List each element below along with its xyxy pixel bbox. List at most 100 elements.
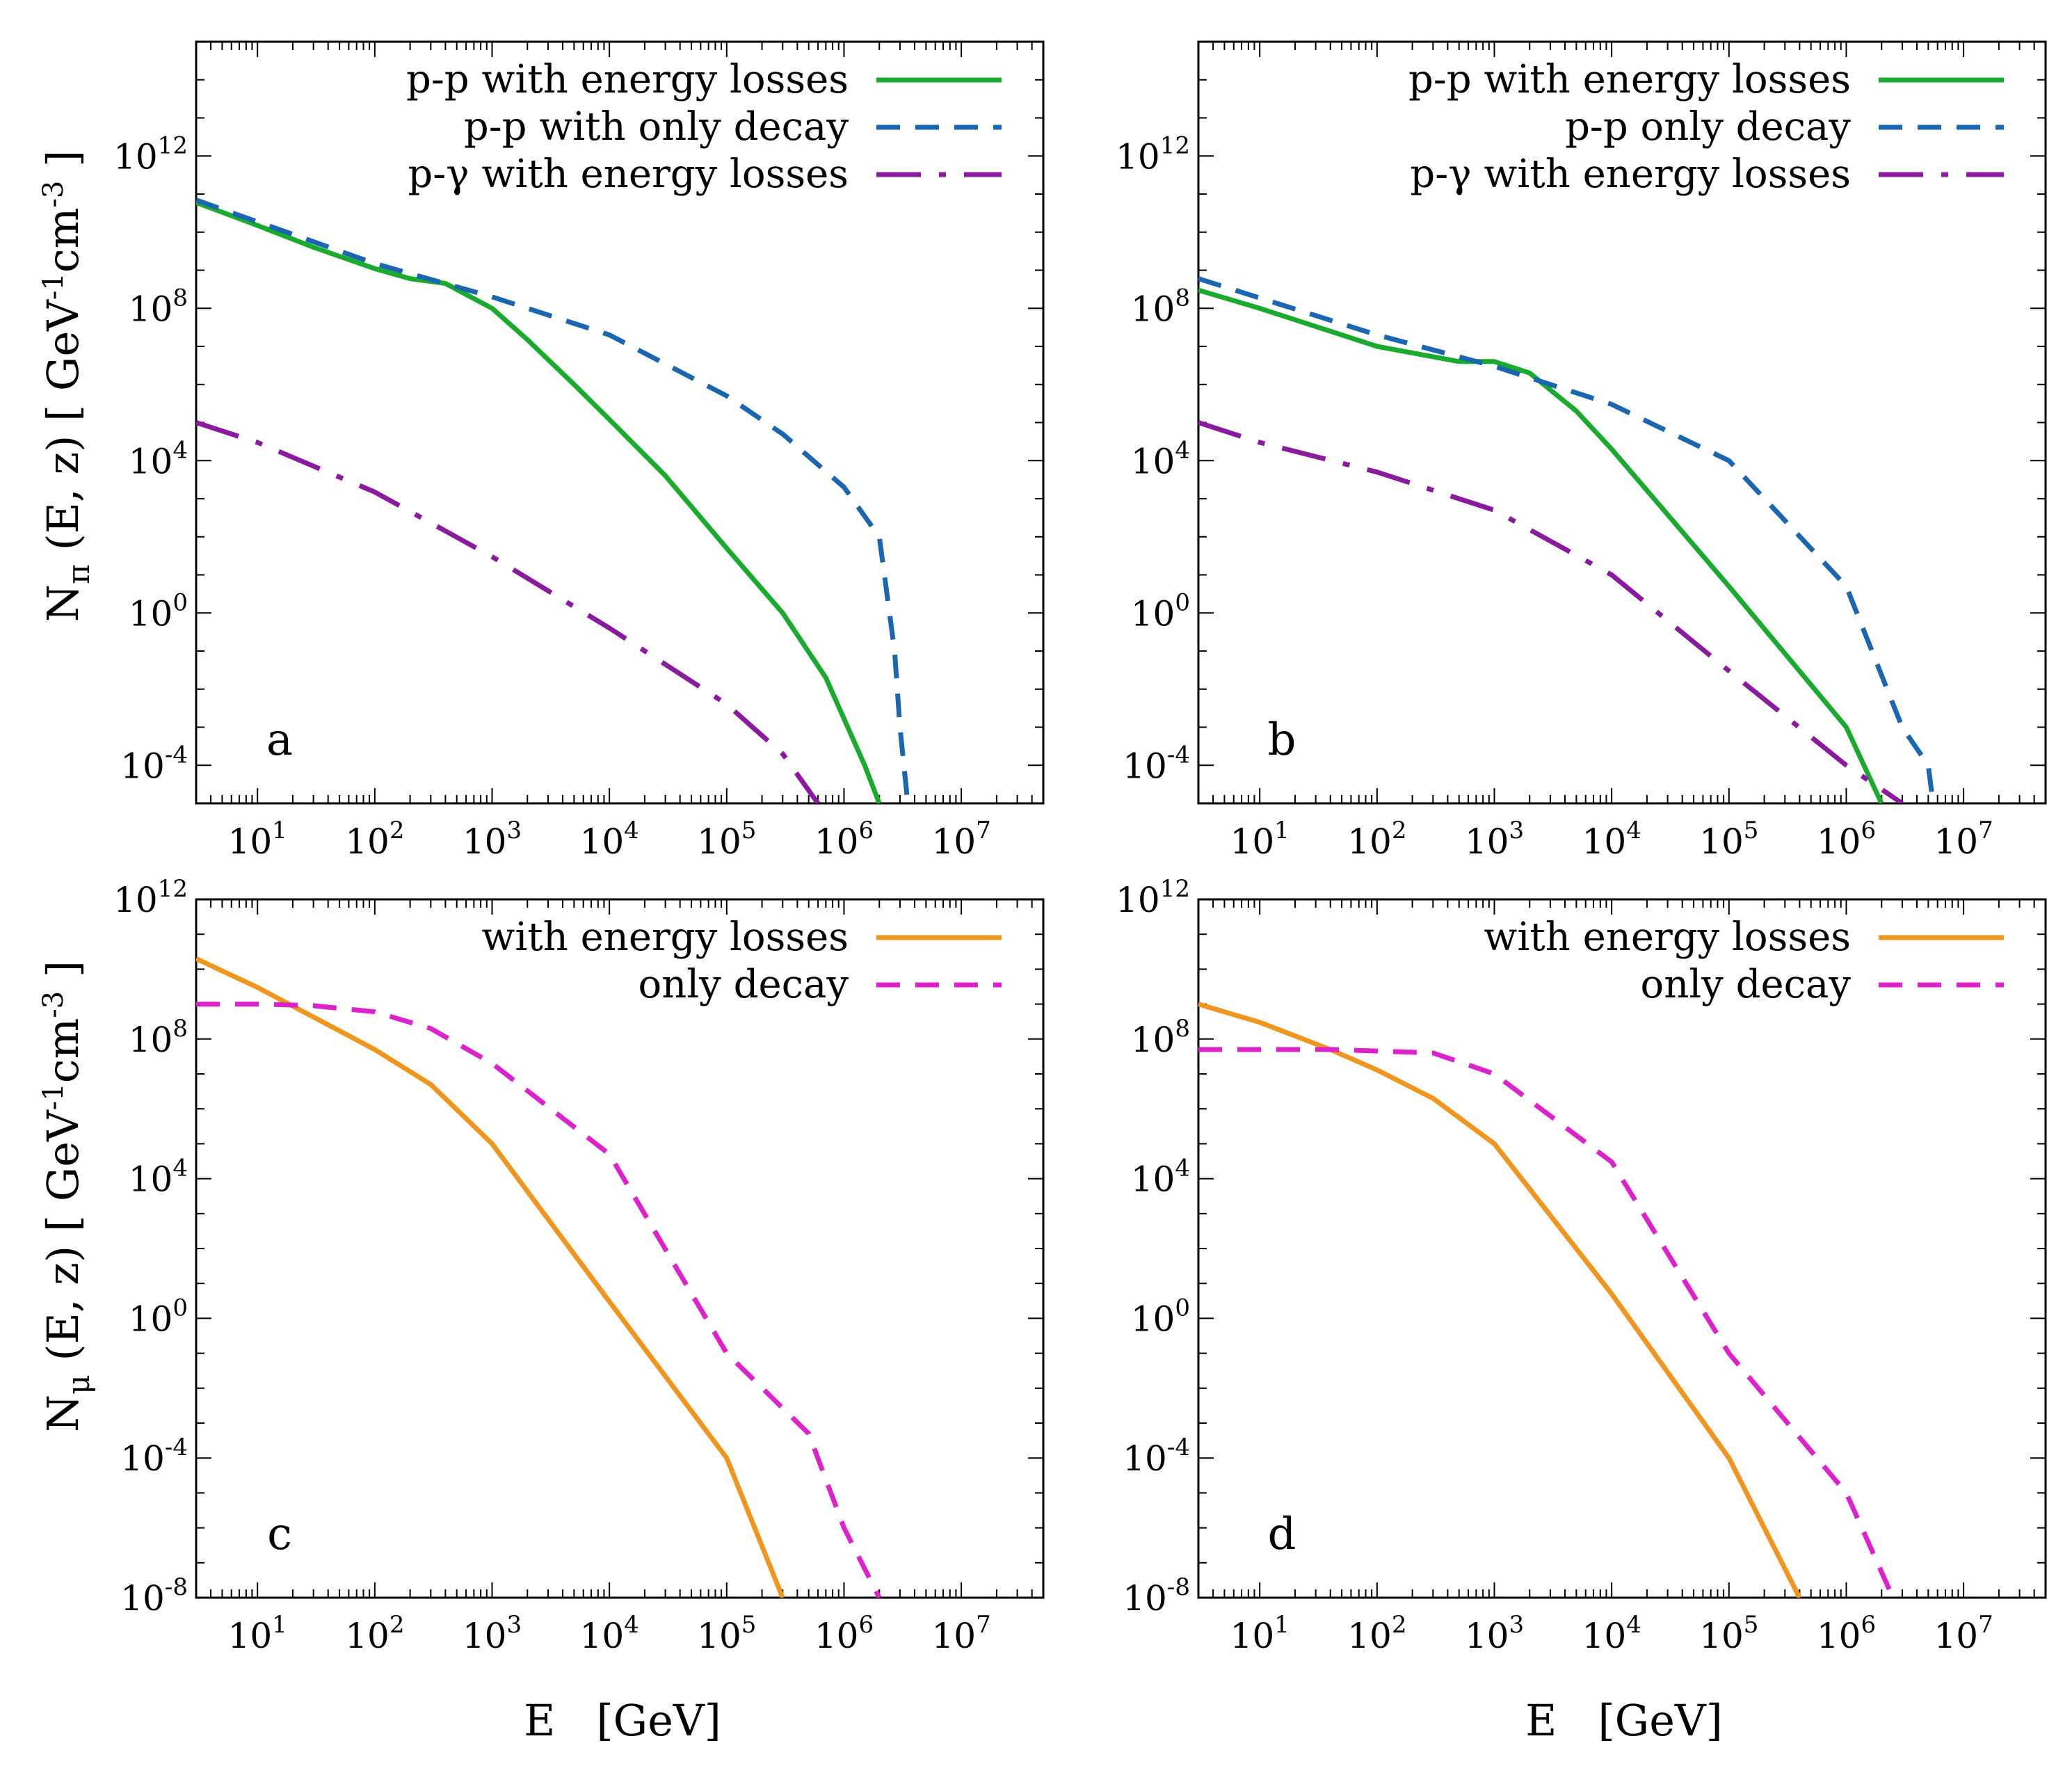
x-tick-label: 104 [1582,817,1641,862]
series-line-2 [196,420,820,803]
x-tick-label: 107 [1934,817,1993,862]
x-tick-label: 101 [1230,1611,1290,1656]
y-tick-label: 104 [1131,436,1190,481]
series-line-1 [1198,276,1936,803]
x-axis-label-left: E [GeV] [524,1695,721,1746]
y-tick-label: 100 [1131,588,1190,634]
legend-label: p-p with energy losses [406,57,849,102]
series-group [1198,1002,1895,1598]
x-tick-label: 104 [580,817,639,862]
series-line-1 [196,1002,882,1598]
series-line-2 [1198,420,1904,803]
panel-annotation: b [1268,714,1296,766]
plot-layer: 101 102 103 104 105 106 107 10-4 100 104 108 1012 p-… [113,40,2047,1656]
y-tick-label: 104 [129,1155,188,1200]
x-tick-label: 102 [345,817,404,862]
x-tick-label: 105 [1699,1611,1758,1656]
y-tick-label: 10-8 [1123,1573,1190,1619]
y-tick-label: 10-4 [1123,1434,1190,1479]
x-ticks [1198,899,2046,1598]
x-tick-label: 101 [1230,817,1290,862]
y-tick-label: 108 [1131,1015,1190,1060]
plot-frame [195,898,1045,1599]
y-tick-label: 10-8 [120,1573,188,1619]
x-tick-label: 102 [345,1611,404,1656]
x-ticks [1198,42,2046,803]
y-tick-label: 100 [1131,1294,1190,1339]
y-tick-label: 104 [1131,1155,1190,1200]
y-tick-label: 1012 [1116,131,1190,177]
y-tick-label: 10-4 [1123,741,1190,786]
series-line-1 [196,198,910,803]
x-tick-label: 102 [1347,1611,1406,1656]
legend-label: p-γ with energy losses [408,152,849,197]
legend-label: p-p with energy losses [1408,57,1851,102]
x-ticks [195,42,1044,803]
x-tick-label: 101 [228,1611,287,1656]
y-tick-label: 108 [129,1015,188,1060]
x-tick-label: 105 [697,817,756,862]
series-group [196,198,910,803]
x-tick-label: 102 [1347,817,1406,862]
y-tick-label: 10-4 [120,1434,188,1479]
x-tick-label: 101 [228,817,287,862]
x-tick-label: 103 [463,817,522,862]
x-tick-label: 106 [814,1611,874,1656]
x-ticks [195,899,1044,1598]
y-ticks [196,899,1043,1598]
legend-label: p-γ with energy losses [1410,152,1851,197]
panel-annotation: a [266,714,293,766]
y-tick-label: 100 [129,1294,188,1339]
x-tick-label: 103 [1465,1611,1524,1656]
x-tick-label: 106 [1817,1611,1876,1656]
y-tick-label: 100 [129,588,188,634]
panel-a: 101 102 103 104 105 106 107 10-4 100 104 108 1012 p-… [113,40,1045,862]
x-tick-label: 106 [1817,817,1876,862]
legend-label: only decay [638,962,849,1007]
y-tick-label: 10-4 [120,741,188,786]
x-tick-label: 107 [931,817,990,862]
legend-label: p-p only decay [1565,104,1851,150]
x-tick-label: 103 [1465,817,1524,862]
plot-frame [1197,898,2047,1599]
y-ticks [1198,41,2046,804]
y-tick-label: 1012 [113,875,188,920]
x-tick-label: 107 [1934,1611,1993,1656]
legend-label: with energy losses [1484,915,1851,960]
series-line-0 [1198,287,1884,803]
y-tick-label: 1012 [1116,875,1190,920]
y-axis-label-top: Nπ (E, z) [ GeV-1cm-3 ] [38,150,97,623]
x-tick-label: 104 [580,1611,639,1656]
legend-label: with energy losses [481,915,849,960]
series-line-1 [1198,1047,1895,1598]
x-tick-label: 103 [463,1611,522,1656]
x-tick-label: 106 [814,817,874,862]
legend-label: only decay [1640,962,1851,1007]
panel-c: 101 102 103 104 105 106 107 10-8 10-4 100 104 108 10… [113,875,1045,1656]
series-line-0 [1198,1002,1802,1598]
panel-b: 101 102 103 104 105 106 107 10-4 100 104 108 1012 p-… [1116,40,2047,862]
x-axis-label-right: E [GeV] [1525,1695,1723,1746]
series-line-0 [196,956,785,1598]
series-line-0 [196,200,882,803]
x-tick-label: 105 [697,1611,756,1656]
x-tick-label: 104 [1582,1611,1641,1656]
y-tick-label: 104 [129,436,188,481]
panel-d: 101 102 103 104 105 106 107 10-8 10-4 100 104 108 10… [1116,875,2047,1656]
x-tick-label: 107 [931,1611,990,1656]
y-tick-label: 1012 [113,131,188,177]
y-ticks [1198,899,2046,1598]
series-group [1198,276,1936,803]
legend-label: p-p with only decay [464,104,849,150]
y-tick-label: 108 [129,284,188,329]
x-tick-label: 105 [1699,817,1758,862]
y-axis-label-bottom: Nμ (E, z) [ GeV-1cm-3 ] [38,961,97,1432]
y-ticks [196,41,1043,804]
panel-annotation: d [1268,1509,1296,1560]
series-group [196,956,882,1598]
